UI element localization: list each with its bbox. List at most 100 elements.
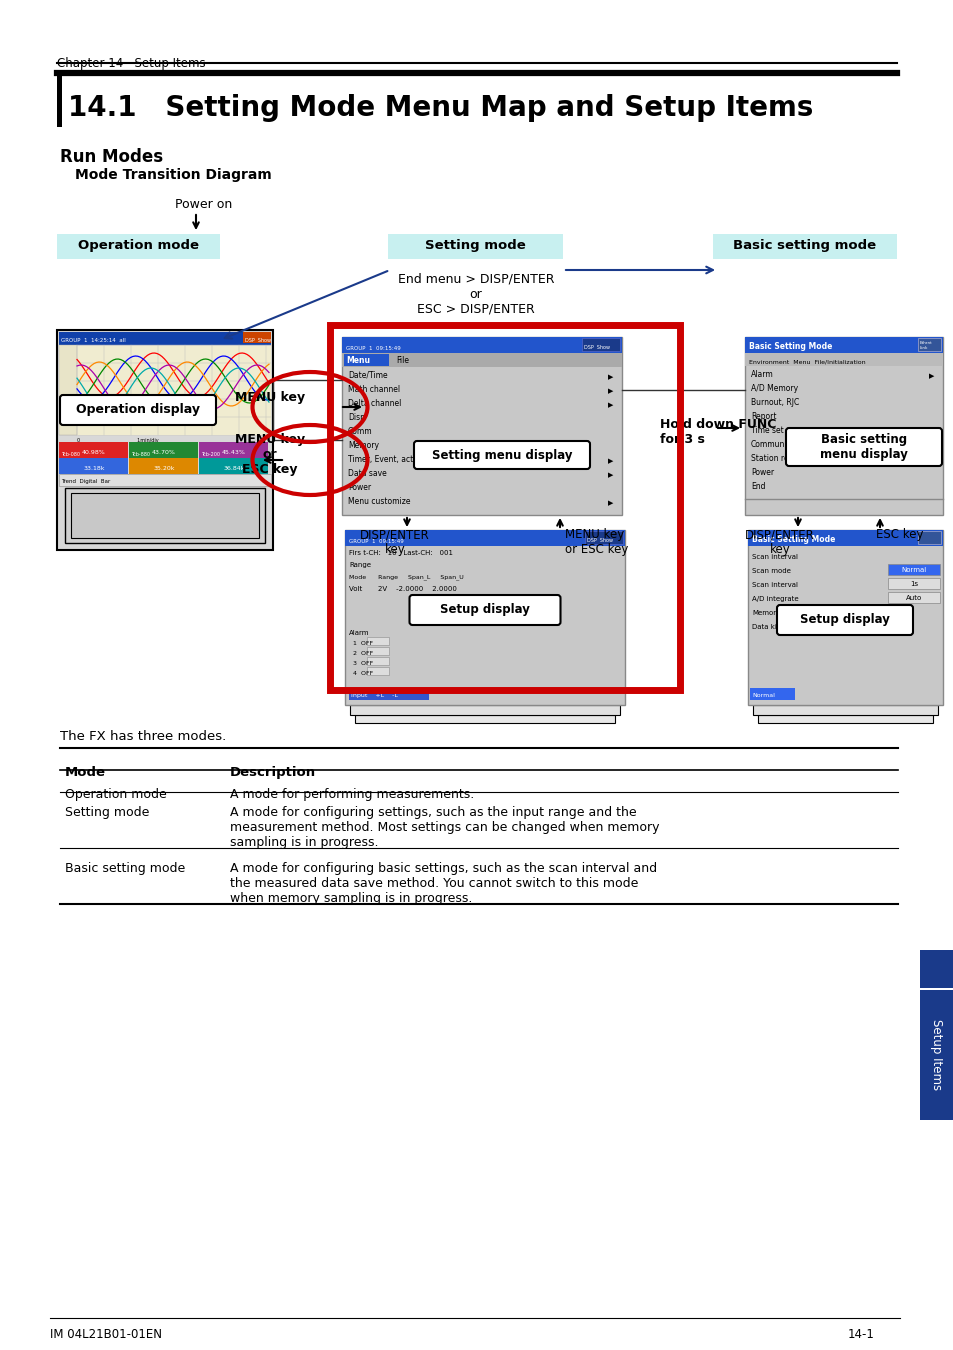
Text: A mode for performing measurements.: A mode for performing measurements. [230,788,474,801]
Text: Operation display: Operation display [76,404,200,417]
Bar [57,234,220,259]
Text: Communication: Communication [750,440,810,450]
Text: Chapter 14   Setup Items: Chapter 14 Setup Items [57,57,206,70]
Text: Mode Transition Diagram: Mode Transition Diagram [75,167,272,182]
Text: Trend  Digital  Bar: Trend Digital Bar [61,479,111,485]
Text: 4  OFF: 4 OFF [353,671,373,676]
Text: DISP/ENTER
key: DISP/ENTER key [359,528,430,556]
Text: Delta channel: Delta channel [348,400,401,408]
Text: File: File [395,356,409,365]
Text: Setup display: Setup display [800,613,889,626]
Bar [581,338,619,351]
Bar [712,234,896,259]
Bar [59,346,77,435]
Text: Basic setting mode: Basic setting mode [733,239,876,252]
Text: Tcb-080: Tcb-080 [61,452,80,458]
Text: Mode: Mode [65,765,106,779]
Text: MENU key
or ESC key: MENU key or ESC key [564,528,628,556]
Bar [758,716,932,724]
Bar [344,354,389,366]
Text: Scan mode: Scan mode [751,568,790,574]
Bar [887,593,939,603]
Text: Burnout, RJC: Burnout, RJC [750,398,799,406]
Text: Data save: Data save [348,468,386,478]
Text: DSP  Show: DSP Show [586,539,613,543]
Text: Hold down FUNC
for 3 s: Hold down FUNC for 3 s [659,418,776,446]
Text: End menu > DISP/ENTER
or
ESC > DISP/ENTER: End menu > DISP/ENTER or ESC > DISP/ENTE… [397,273,554,316]
Text: ▶: ▶ [607,500,613,506]
Text: ▶: ▶ [607,472,613,478]
Text: A mode for configuring settings, such as the input range and the
measurement met: A mode for configuring settings, such as… [230,806,659,849]
Bar [752,705,937,716]
Text: End: End [750,482,764,491]
Text: Data kind: Data kind [751,624,785,630]
Bar [65,487,265,543]
Text: IM 04L21B01-01EN: IM 04L21B01-01EN [50,1328,162,1341]
Text: 33.18k: 33.18k [83,466,105,471]
Text: ▶: ▶ [928,373,933,379]
Bar [744,352,942,366]
Text: Menu customize: Menu customize [348,497,410,506]
Text: ▶: ▶ [607,458,613,464]
Text: Description: Description [230,765,315,779]
Text: Setup Items: Setup Items [929,1019,943,1091]
Text: Environment  Menu  File/Initialization: Environment Menu File/Initialization [748,360,864,365]
Text: 1s: 1s [909,580,917,587]
Text: Menu: Menu [346,356,370,365]
Bar [59,474,271,486]
Text: Basic Setting Mode: Basic Setting Mode [751,535,835,544]
FancyBboxPatch shape [776,605,912,634]
Text: Alarm: Alarm [750,370,773,379]
Bar [367,667,389,675]
Text: 36.84k: 36.84k [223,466,245,471]
Text: 2  OFF: 2 OFF [353,651,373,656]
Text: Setting mode: Setting mode [65,806,150,819]
Text: Station relay: Station relay [750,454,800,463]
Bar [747,531,942,705]
Text: Scan interval: Scan interval [751,582,797,589]
Bar [59,458,128,474]
Text: Power: Power [348,483,371,491]
Text: Basic Setting Mode: Basic Setting Mode [748,342,832,351]
Text: Report: Report [750,412,776,421]
Bar [919,950,953,988]
Text: 0                                      1min/div: 0 1min/div [77,437,158,441]
Text: ▶: ▶ [607,402,613,408]
Text: Timer, Event, action: Timer, Event, action [348,455,424,464]
Text: Operation mode: Operation mode [65,788,167,801]
Text: Date/Time: Date/Time [348,371,387,379]
Text: ▶: ▶ [607,374,613,379]
Bar [349,688,429,701]
Text: Basic setting
menu display: Basic setting menu display [820,433,907,460]
Bar [243,332,271,343]
Text: Time set: Time set [750,427,783,435]
Text: GROUP  1  09:15:49: GROUP 1 09:15:49 [349,539,403,544]
Text: Power: Power [750,468,773,477]
Text: Auto: Auto [905,595,922,601]
Bar [917,338,940,351]
Text: The FX has three modes.: The FX has three modes. [60,730,226,742]
Text: Ethrnt
Link: Ethrnt Link [919,342,932,350]
Text: 3  OFF: 3 OFF [353,662,373,666]
FancyBboxPatch shape [785,428,941,466]
Bar [355,716,615,724]
Text: GROUP  1  14:25:14  all: GROUP 1 14:25:14 all [61,338,126,343]
Bar [330,325,679,690]
Bar [388,234,562,259]
Bar [129,441,198,458]
Text: Mode      Range     Span_L     Span_U: Mode Range Span_L Span_U [349,574,463,580]
Text: A/D Memory: A/D Memory [750,383,798,393]
Bar [345,531,624,545]
Text: 14.1   Setting Mode Menu Map and Setup Items: 14.1 Setting Mode Menu Map and Setup Ite… [68,95,813,122]
Text: 1  OFF: 1 OFF [353,641,373,647]
Text: Comm: Comm [348,427,373,436]
Text: Math channel: Math channel [348,385,399,394]
Text: 14: 14 [923,981,952,1002]
Text: 45.43%: 45.43% [222,450,246,455]
Text: Operation mode: Operation mode [78,239,199,252]
Bar [887,564,939,575]
Bar [57,329,273,549]
Bar [919,990,953,1120]
Bar [350,705,619,716]
Bar [917,531,940,544]
